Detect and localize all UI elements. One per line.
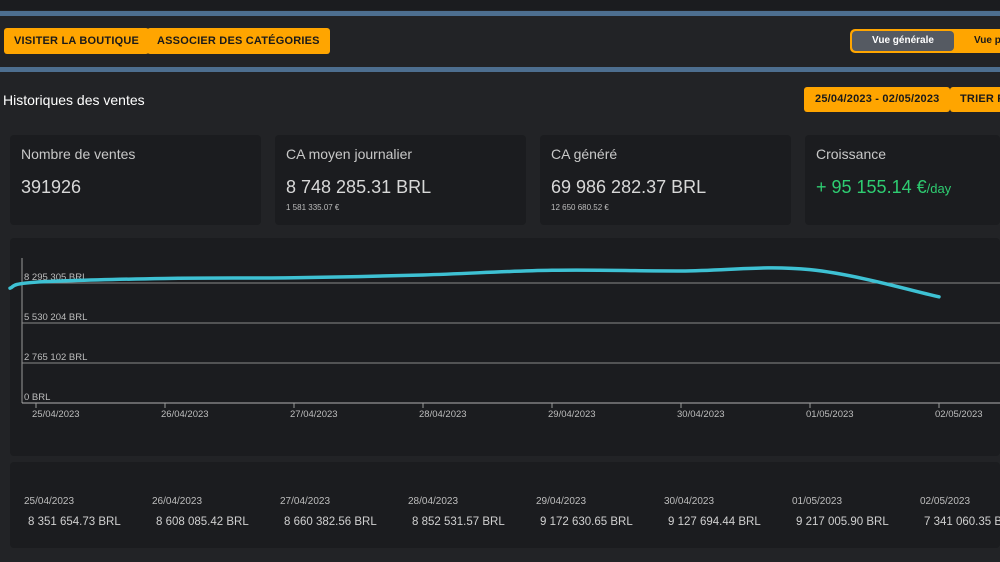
growth-value: + 95 155.14 € — [816, 177, 927, 197]
associate-categories-button[interactable]: ASSOCIER DES CATÉGORIES — [147, 28, 330, 54]
stat-value: 8 748 285.31 BRL — [286, 177, 432, 197]
view-other-option[interactable]: Vue p — [974, 35, 1000, 46]
view-toggle[interactable]: Vue générale Vue p — [850, 29, 1000, 53]
daily-sales-cell: 30/04/2023 9 127 694.44 BRL — [664, 496, 761, 528]
view-general-option[interactable]: Vue générale — [852, 31, 954, 51]
daily-date: 29/04/2023 — [536, 496, 587, 507]
stat-card-revenue: CA généré 69 986 282.37 BRL 12 650 680.5… — [540, 135, 791, 225]
daily-sales-cell: 28/04/2023 8 852 531.57 BRL — [408, 496, 505, 528]
daily-sales-cell: 02/05/2023 7 341 060.35 BRL — [920, 496, 1000, 528]
daily-date: 25/04/2023 — [24, 496, 75, 507]
y-tick-label: 0 BRL — [24, 392, 50, 403]
x-tick-label: 02/05/2023 — [935, 409, 983, 420]
daily-date: 01/05/2023 — [792, 496, 843, 507]
header-divider-top — [0, 11, 1000, 16]
visit-shop-button[interactable]: VISITER LA BOUTIQUE — [4, 28, 150, 54]
daily-value: 8 660 382.56 BRL — [284, 516, 377, 528]
x-tick-label: 25/04/2023 — [32, 409, 80, 420]
stat-label: Croissance — [816, 146, 887, 162]
stat-subvalue: 12 650 680.52 € — [551, 203, 609, 212]
stat-value: + 95 155.14 €/day — [816, 177, 951, 198]
daily-sales-cell: 01/05/2023 9 217 005.90 BRL — [792, 496, 889, 528]
daily-value: 9 217 005.90 BRL — [796, 516, 889, 528]
stat-label: Nombre de ventes — [21, 146, 136, 162]
daily-sales-cell: 27/04/2023 8 660 382.56 BRL — [280, 496, 377, 528]
daily-date: 28/04/2023 — [408, 496, 459, 507]
daily-value: 8 852 531.57 BRL — [412, 516, 505, 528]
daily-date: 30/04/2023 — [664, 496, 715, 507]
daily-sales-cell: 25/04/2023 8 351 654.73 BRL — [24, 496, 121, 528]
daily-value: 8 351 654.73 BRL — [28, 516, 121, 528]
stat-card-growth: Croissance + 95 155.14 €/day — [805, 135, 1000, 225]
daily-value: 9 172 630.65 BRL — [540, 516, 633, 528]
daily-value: 9 127 694.44 BRL — [668, 516, 761, 528]
sort-button[interactable]: TRIER P — [950, 87, 1000, 112]
x-tick-label: 26/04/2023 — [161, 409, 209, 420]
top-band — [0, 0, 1000, 10]
x-tick-label: 30/04/2023 — [677, 409, 725, 420]
x-tick-label: 27/04/2023 — [290, 409, 338, 420]
stat-value: 69 986 282.37 BRL — [551, 177, 707, 197]
y-tick-label: 5 530 204 BRL — [24, 312, 87, 323]
daily-date: 27/04/2023 — [280, 496, 331, 507]
daily-sales-cell: 26/04/2023 8 608 085.42 BRL — [152, 496, 249, 528]
growth-unit: /day — [926, 181, 952, 196]
daily-date: 26/04/2023 — [152, 496, 203, 507]
stat-label: CA généré — [551, 146, 618, 162]
series-line — [8, 266, 941, 299]
date-range-button[interactable]: 25/04/2023 - 02/05/2023 — [804, 87, 951, 112]
y-tick-label: 2 765 102 BRL — [24, 352, 87, 363]
x-tick-label: 28/04/2023 — [419, 409, 467, 420]
stat-label: CA moyen journalier — [286, 146, 413, 162]
page-title: Historiques des ventes — [3, 92, 145, 108]
y-tick-label: 8 295 305 BRL — [24, 272, 87, 283]
daily-value: 8 608 085.42 BRL — [156, 516, 249, 528]
x-tick-label: 29/04/2023 — [548, 409, 596, 420]
stat-card-sales-count: Nombre de ventes 391926 — [10, 135, 261, 225]
stat-value: 391926 — [21, 177, 82, 197]
daily-value: 7 341 060.35 BRL — [924, 516, 1000, 528]
stat-card-daily-average: CA moyen journalier 8 748 285.31 BRL 1 5… — [275, 135, 526, 225]
x-tick-label: 01/05/2023 — [806, 409, 854, 420]
daily-sales-cell: 29/04/2023 9 172 630.65 BRL — [536, 496, 633, 528]
daily-sales-table — [10, 462, 1000, 548]
stat-subvalue: 1 581 335.07 € — [286, 203, 340, 212]
daily-date: 02/05/2023 — [920, 496, 971, 507]
header-divider-bottom — [0, 67, 1000, 72]
